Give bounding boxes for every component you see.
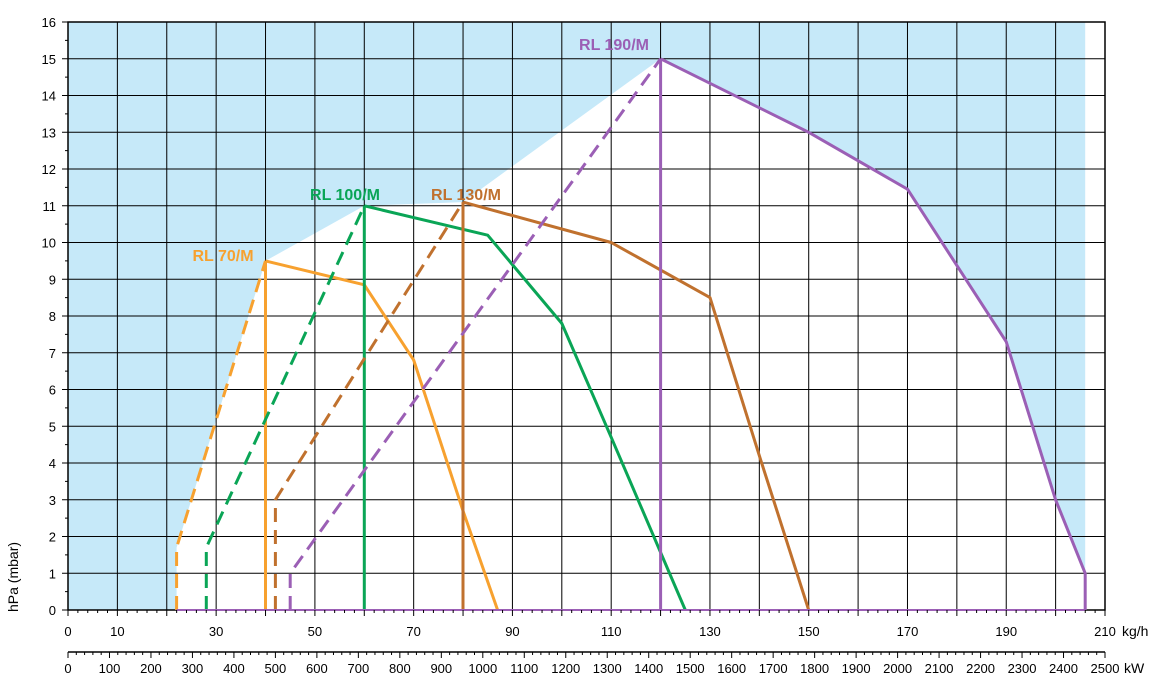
x-tick-label-kw: 400 (223, 661, 245, 676)
x-tick-label-kw: 1200 (551, 661, 580, 676)
rl-130-m-curve (462, 200, 811, 611)
x-tick-label-kgh: 50 (308, 624, 322, 639)
x-tick-label-kw: 500 (265, 661, 287, 676)
x-tick-label-kgh: 190 (995, 624, 1017, 639)
series-labels: RL 70/M RL 100/M RL 130/M RL 190/M (192, 37, 649, 265)
x-unit-kw: kW (1124, 660, 1145, 676)
series-group (175, 57, 1087, 611)
rl-100-m-curve (363, 204, 687, 611)
y-tick-label: 16 (42, 15, 56, 30)
x-tick-label-kw: 1000 (468, 661, 497, 676)
x-tick-label-kgh: 210 (1094, 624, 1116, 639)
y-tick-label: 4 (49, 456, 56, 471)
x-tick-label-kw: 1500 (676, 661, 705, 676)
x-tick-label-kw: 1600 (717, 661, 746, 676)
x-tick-label-kw: 1900 (842, 661, 871, 676)
y-tick-label: 14 (42, 89, 56, 104)
x-tick-label-kw: 1800 (800, 661, 829, 676)
x-axis-kw: 0 100 200 300 400 500 600 700 800 900 1000 1100 1200… (64, 651, 1145, 676)
x-tick-label-kw: 2500 (1091, 661, 1120, 676)
x-tick-label-kw: 600 (306, 661, 328, 676)
rl-100-m-startup-line (204, 205, 366, 610)
x-tick-label-kgh: 150 (798, 624, 820, 639)
x-tick-label-kw: 2200 (966, 661, 995, 676)
x-tick-label-kw: 1400 (634, 661, 663, 676)
x-axis-kgh: 0 10 30 50 70 90 110 130 150 170 190 210 kg/h (64, 610, 1148, 639)
x-tick-label-kgh: 170 (897, 624, 919, 639)
x-tick-label-kgh: 0 (64, 624, 71, 639)
x-tick-label-kw: 1700 (759, 661, 788, 676)
y-tick-label: 0 (49, 603, 56, 618)
y-tick-label: 15 (42, 52, 56, 67)
x-tick-label-kw: 100 (99, 661, 121, 676)
x-tick-label-kgh: 90 (505, 624, 519, 639)
x-tick-label-kw: 200 (140, 661, 162, 676)
x-tick-label-kgh: 30 (209, 624, 223, 639)
x-tick-label-kw: 800 (389, 661, 411, 676)
y-tick-label: 13 (42, 125, 56, 140)
rl-190-m-startup-line (288, 57, 662, 610)
y-tick-label: 6 (49, 383, 56, 398)
x-tick-label-kw: 2000 (883, 661, 912, 676)
y-tick-label: 11 (43, 199, 57, 214)
y-tick-label: 12 (42, 162, 56, 177)
x-tick-label-kw: 700 (348, 661, 370, 676)
y-tick-label: 7 (49, 346, 56, 361)
x-tick-label-kw: 2300 (1008, 661, 1037, 676)
y-tick-label: 3 (49, 493, 56, 508)
x-tick-label-kgh: 10 (110, 624, 124, 639)
x-tick-label-kgh: 70 (406, 624, 420, 639)
x-tick-label-kw: 0 (64, 661, 71, 676)
grid-lines (67, 21, 1106, 611)
y-tick-label: 5 (49, 419, 56, 434)
rl-130-m-startup-line (273, 201, 465, 610)
y-tick-label: 8 (49, 309, 56, 324)
x-tick-label-kw: 1300 (593, 661, 622, 676)
x-tick-label-kw: 2400 (1049, 661, 1078, 676)
rl-190-m-curve (659, 57, 1087, 610)
x-tick-label-kgh: 130 (699, 624, 721, 639)
rl-70-m-label: RL 70/M (192, 248, 253, 265)
y-tick-label: 10 (42, 236, 56, 251)
x-tick-label-kw: 900 (430, 661, 452, 676)
rl-100-m-label: RL 100/M (310, 187, 380, 204)
y-tick-label: 2 (49, 530, 56, 545)
x-unit-kgh: kg/h (1122, 623, 1148, 639)
rl-130-m-label: RL 130/M (431, 187, 501, 204)
x-tick-label-kw: 1100 (510, 661, 538, 676)
x-tick-label-kw: 300 (182, 661, 204, 676)
y-tick-label: 1 (49, 566, 56, 581)
y-axis-label: hPa (mbar) (5, 542, 21, 612)
x-tick-label-kw: 2100 (925, 661, 954, 676)
y-tick-label: 9 (49, 272, 56, 287)
x-tick-label-kgh: 110 (601, 624, 622, 639)
rl-190-m-label: RL 190/M (579, 37, 649, 54)
